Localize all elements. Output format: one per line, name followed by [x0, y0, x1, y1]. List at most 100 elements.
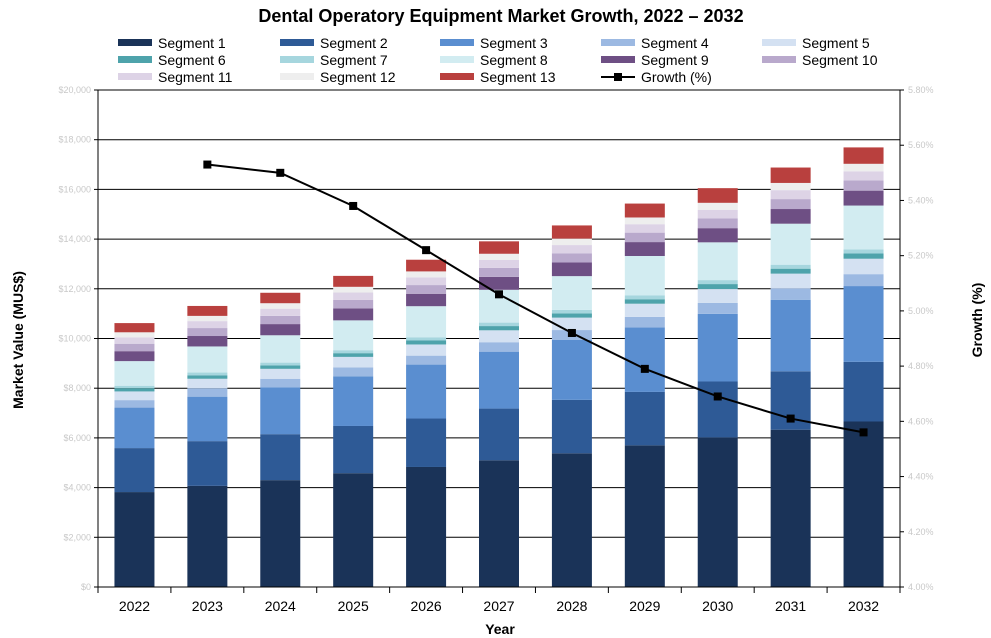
y-tick-label: $10,000 [58, 334, 91, 344]
legend-label: Segment 4 [641, 35, 709, 51]
bar-segment-7 [843, 249, 884, 254]
bar-segment-3 [551, 339, 592, 400]
bar-segment-2 [333, 425, 374, 474]
y2-tick-label: 5.00% [908, 306, 934, 316]
bar-segment-13 [697, 188, 738, 203]
bar-segment-1 [187, 485, 228, 587]
bar-segment-10 [770, 199, 811, 210]
bar-segment-11 [843, 171, 884, 181]
legend-item: Segment 11 [118, 69, 233, 85]
bar-segment-7 [187, 372, 228, 376]
bar-segment-3 [333, 376, 374, 426]
bar-segment-13 [551, 225, 592, 239]
y-tick-label: $2,000 [63, 532, 91, 542]
bar-segment-4 [187, 388, 228, 397]
bar-segment-11 [770, 190, 811, 200]
bar-segment-13 [187, 305, 228, 316]
x-tick-label: 2024 [265, 598, 296, 614]
legend-item: Segment 7 [280, 52, 388, 68]
bar-segment-11 [260, 308, 301, 316]
bar-segment-12 [624, 217, 665, 225]
bar-segment-5 [260, 368, 301, 379]
bar-segment-10 [479, 267, 519, 277]
bar-segment-10 [624, 232, 665, 243]
bar-segment-5 [406, 344, 447, 356]
bar-segment-5 [187, 378, 228, 389]
legend-label: Segment 13 [480, 69, 556, 85]
bar-segment-13 [114, 323, 155, 333]
bar-segment-5 [843, 258, 884, 275]
bar-segment-2 [843, 361, 884, 422]
bar-segment-11 [333, 292, 374, 300]
growth-point [567, 328, 576, 337]
growth-line-path [207, 163, 864, 434]
y2-tick-label: 4.40% [908, 472, 934, 482]
legend-label: Segment 11 [158, 69, 233, 85]
y2-tick-label: 4.60% [908, 416, 934, 426]
legend-swatch [280, 56, 314, 63]
legend-label: Segment 2 [320, 35, 388, 51]
x-tick-label: 2026 [411, 598, 442, 614]
bar-segment-7 [551, 309, 592, 314]
y-tick-label: $12,000 [58, 284, 91, 294]
growth-point [640, 364, 649, 373]
bar-segment-1 [260, 480, 301, 587]
y-tick-label: $20,000 [58, 85, 91, 95]
bar-segment-12 [479, 253, 519, 260]
bar-segment-9 [479, 276, 519, 290]
legend-swatch [762, 39, 796, 46]
legend-swatch [280, 73, 314, 80]
bar-segment-5 [333, 356, 374, 368]
bar-segment-10 [843, 180, 884, 191]
legend-item: Segment 5 [762, 35, 870, 51]
bar-segment-7 [333, 350, 374, 354]
legend-item: Segment 2 [280, 35, 388, 51]
bar-segment-13 [333, 275, 374, 287]
legend-swatch [601, 39, 635, 46]
bar-segment-12 [406, 271, 447, 278]
legend-item: Segment 3 [440, 35, 548, 51]
legend-item: Segment 4 [601, 35, 709, 51]
bar-segment-7 [770, 264, 811, 269]
legend-swatch [440, 56, 474, 63]
bar-segment-12 [187, 315, 228, 322]
bar-segment-13 [406, 259, 447, 272]
bar-segment-2 [187, 441, 228, 486]
bar-segment-8 [843, 205, 884, 250]
bar-segment-8 [770, 223, 811, 265]
legend-swatch [118, 39, 152, 46]
bars [114, 147, 884, 587]
growth-point [495, 290, 503, 299]
bar-segment-12 [843, 163, 884, 172]
bar-segment-9 [624, 242, 665, 256]
bar-segment-9 [551, 262, 592, 277]
legend-swatch [118, 56, 152, 63]
legend-label: Segment 7 [320, 52, 388, 68]
bar-segment-10 [187, 328, 228, 337]
bar-segment-3 [260, 387, 301, 435]
y2-tick-label: 4.80% [908, 361, 934, 371]
bar-segment-6 [843, 253, 884, 259]
y2-tick-label: 5.40% [908, 195, 934, 205]
legend-label: Segment 1 [158, 35, 226, 51]
bar-segment-11 [624, 224, 665, 233]
bar-segment-2 [551, 399, 592, 454]
bar-segment-9 [114, 351, 155, 362]
bar-segment-9 [843, 190, 884, 206]
legend-item: Segment 1 [118, 35, 226, 51]
legend-label: Segment 10 [802, 52, 878, 68]
plot-area: $0 $2,000 $4,000 $6,000 $8,000 $10,000 $12,000… [58, 85, 933, 614]
legend-marker [614, 73, 622, 81]
bar-segment-5 [770, 273, 811, 289]
legend-swatch [762, 56, 796, 63]
x-tick-label: 2030 [702, 598, 733, 614]
bar-segment-8 [114, 361, 155, 386]
bar-segment-6 [187, 375, 228, 379]
bar-segment-6 [551, 313, 592, 318]
bar-segment-7 [624, 295, 665, 300]
bar-segment-7 [479, 322, 519, 327]
bar-segment-6 [406, 340, 447, 345]
bar-segment-4 [479, 342, 519, 352]
bar-segment-5 [479, 330, 519, 343]
